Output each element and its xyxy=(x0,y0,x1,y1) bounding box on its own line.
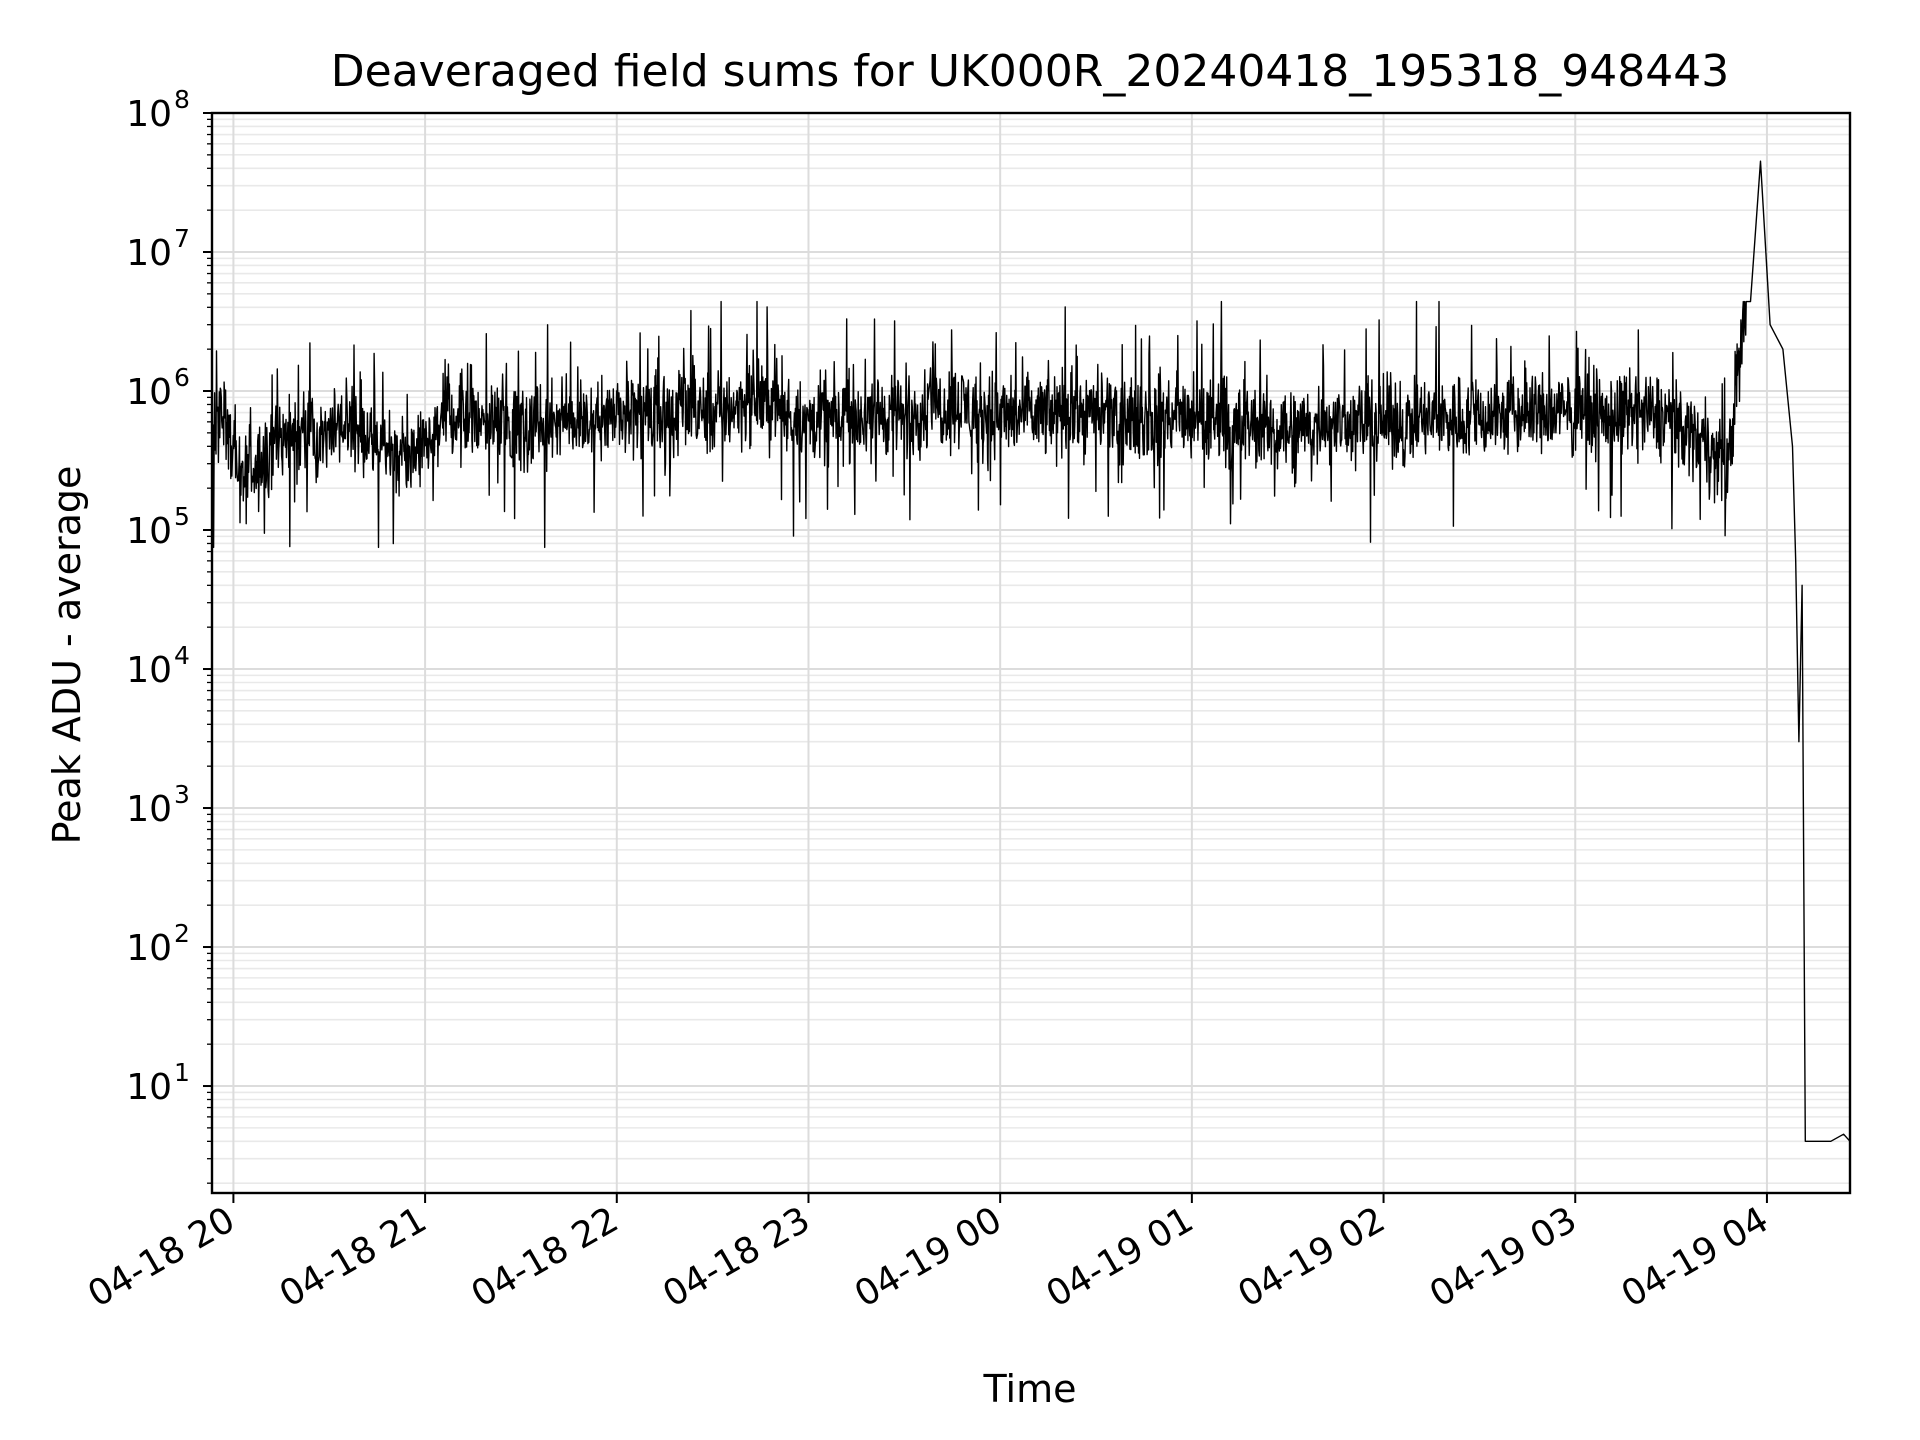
y-tick-exponent: 7 xyxy=(174,224,190,253)
plot-frame xyxy=(210,111,1852,1195)
y-tick-exponent: 1 xyxy=(174,1058,190,1087)
x-tick-label: 04-18 21 xyxy=(273,1199,434,1315)
y-tick-exponent: 2 xyxy=(174,919,190,948)
x-tick-label: 04-19 04 xyxy=(1615,1199,1776,1315)
y-tick-label: 10 xyxy=(126,233,172,274)
y-tick-exponent: 5 xyxy=(174,502,190,531)
x-axis-label: Time xyxy=(983,1367,1077,1411)
x-tick-label: 04-19 01 xyxy=(1040,1199,1201,1315)
y-axis-label: Peak ADU - average xyxy=(45,466,89,845)
y-tick-exponent: 4 xyxy=(174,641,190,670)
x-tick-label: 04-19 03 xyxy=(1423,1199,1584,1315)
y-tick-label: 10 xyxy=(126,511,172,552)
y-tick-label: 10 xyxy=(126,789,172,830)
x-tick-label: 04-19 02 xyxy=(1231,1199,1392,1315)
x-tick-label: 04-19 00 xyxy=(848,1199,1009,1315)
series-line xyxy=(212,160,1851,1142)
x-tick-label: 04-18 23 xyxy=(656,1199,817,1315)
y-tick-label: 10 xyxy=(126,928,172,969)
y-tick-label: 10 xyxy=(126,372,172,413)
y-tick-exponent: 6 xyxy=(174,363,190,392)
y-tick-label: 10 xyxy=(126,94,172,135)
chart-title: Deaveraged field sums for UK000R_2024041… xyxy=(331,46,1729,97)
y-tick-label: 10 xyxy=(126,650,172,691)
x-tick-label: 04-18 22 xyxy=(465,1199,626,1315)
y-tick-exponent: 8 xyxy=(174,85,190,114)
x-tick-label: 04-18 20 xyxy=(81,1199,242,1315)
grid xyxy=(212,112,1850,1193)
y-tick-exponent: 3 xyxy=(174,780,190,809)
y-tick-label: 10 xyxy=(126,1067,172,1108)
